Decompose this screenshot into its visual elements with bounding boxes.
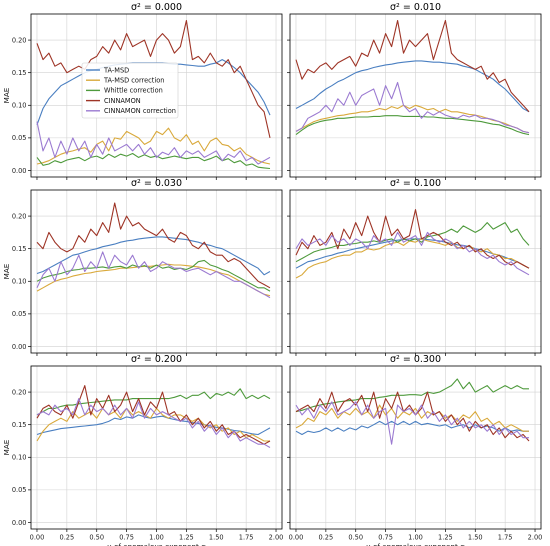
y-tick-label: 0.15 (12, 421, 27, 429)
x-tick-label: 2.00 (528, 534, 543, 542)
series-line-whittle-correction (295, 115, 530, 136)
series-line-ta-msd (36, 414, 271, 436)
y-tick-label: 0.15 (12, 69, 27, 77)
y-tick-label: 0.10 (12, 102, 27, 110)
subplot-2: σ² = 0.010 (287, 2, 542, 180)
series-line-ta-msd (295, 420, 529, 436)
y-tick-label: 0.00 (12, 167, 27, 175)
x-tick-label: 0.00 (30, 534, 45, 542)
x-tick-label: 2.00 (269, 534, 284, 542)
series-line-cinnamon-correction (36, 121, 271, 165)
subplot-title: σ² = 0.010 (390, 2, 441, 13)
legend-label: CINNAMON correction (104, 107, 176, 115)
x-tick-label: 1.75 (498, 534, 513, 542)
series-line-ta-msd (295, 238, 530, 269)
series-line-whittle-correction (36, 152, 271, 170)
legend: TA-MSD TA-MSD correction Whittle correctio… (81, 62, 179, 119)
subplot-title: σ² = 0.000 (131, 2, 182, 13)
series-line-ta-msd-correction (295, 104, 530, 134)
series-line-whittle-correction (36, 388, 271, 416)
x-tick-label: 1.00 (149, 534, 164, 542)
legend-box (81, 62, 179, 119)
subplot-title: σ² = 0.200 (131, 354, 182, 365)
x-tick-label: 1.25 (438, 534, 453, 542)
x-tick-label: 0.50 (89, 534, 104, 542)
x-tick-label: 0.75 (119, 534, 134, 542)
y-tick-label: 0.10 (12, 454, 27, 462)
x-tick-label: 1.25 (179, 534, 194, 542)
y-tick-label: 0.20 (12, 36, 27, 44)
x-tick-label: 1.50 (468, 534, 483, 542)
y-tick-label: 0.00 (12, 519, 27, 527)
y-tick-label: 0.00 (12, 343, 27, 351)
series-line-cinnamon (36, 202, 271, 289)
x-tick-label: 0.75 (378, 534, 393, 542)
series-line-ta-msd-correction (295, 238, 530, 279)
y-tick-label: 0.05 (12, 134, 27, 142)
subplot-6: σ² = 0.300 0.00 0.25 0.50 0.75 1.00 1.25 1.50 1.… (287, 354, 542, 546)
subplot-4: σ² = 0.100 (287, 178, 542, 356)
series-line-cinnamon (36, 385, 271, 445)
x-tick-label: 1.75 (239, 534, 254, 542)
x-tick-label: 0.50 (348, 534, 363, 542)
legend-label: TA-MSD correction (103, 77, 164, 85)
subplot-title: σ² = 0.030 (131, 178, 182, 189)
series-line-ta-msd (295, 60, 530, 113)
subplot-5: σ² = 0.200 0.00 0.05 0.10 0.15 0.20 0.00 0.25 0.… (2, 354, 283, 546)
legend-label: CINNAMON (104, 97, 141, 105)
subplot-title: σ² = 0.300 (390, 354, 441, 365)
x-tick-label: 0.25 (60, 534, 75, 542)
subplot-title: σ² = 0.100 (390, 178, 441, 189)
y-tick-label: 0.20 (12, 388, 27, 396)
series-line-whittle-correction (295, 222, 530, 263)
y-axis-label: MAE (2, 87, 11, 103)
x-tick-label: 1.50 (209, 534, 224, 542)
y-axis-label: MAE (2, 439, 11, 455)
y-tick-label: 0.15 (12, 245, 27, 253)
legend-label: TA-MSD (103, 66, 129, 74)
x-tick-label: 0.00 (289, 534, 304, 542)
y-tick-label: 0.20 (12, 212, 27, 220)
series-line-cinnamon-correction (36, 251, 271, 299)
subplot-3: σ² = 0.030 0.00 0.05 0.10 0.15 0.20 MAE (2, 178, 283, 356)
series-line-whittle-correction (36, 259, 271, 292)
series-line-ta-msd-correction (36, 263, 271, 297)
series-line-ta-msd (36, 236, 271, 276)
subplot-1: σ² = 0.0000.000.050.100.150.20MAETA-MSDT… (2, 2, 283, 180)
series-line-cinnamon-correction (295, 81, 530, 134)
y-axis-label: MAE (2, 263, 11, 279)
series-line-cinnamon-correction (295, 401, 529, 445)
x-tick-label: 0.25 (319, 534, 334, 542)
series-line-ta-msd-correction (36, 407, 270, 442)
series-line-cinnamon (295, 19, 530, 113)
series-line-cinnamon-correction (295, 231, 530, 276)
series-line-cinnamon (295, 391, 530, 442)
y-tick-label: 0.05 (12, 486, 27, 494)
series-line-ta-msd-correction (36, 127, 271, 165)
x-axis-label: μ of anomalous exponent α (107, 542, 206, 546)
series-line-cinnamon (36, 19, 271, 139)
x-tick-label: 1.00 (408, 534, 423, 542)
legend-label: Whittle correction (104, 87, 163, 95)
y-tick-label: 0.05 (12, 310, 27, 318)
series-line-cinnamon-correction (36, 398, 271, 448)
y-tick-label: 0.10 (12, 278, 27, 286)
x-axis-label: μ of anomalous exponent α (366, 542, 465, 546)
